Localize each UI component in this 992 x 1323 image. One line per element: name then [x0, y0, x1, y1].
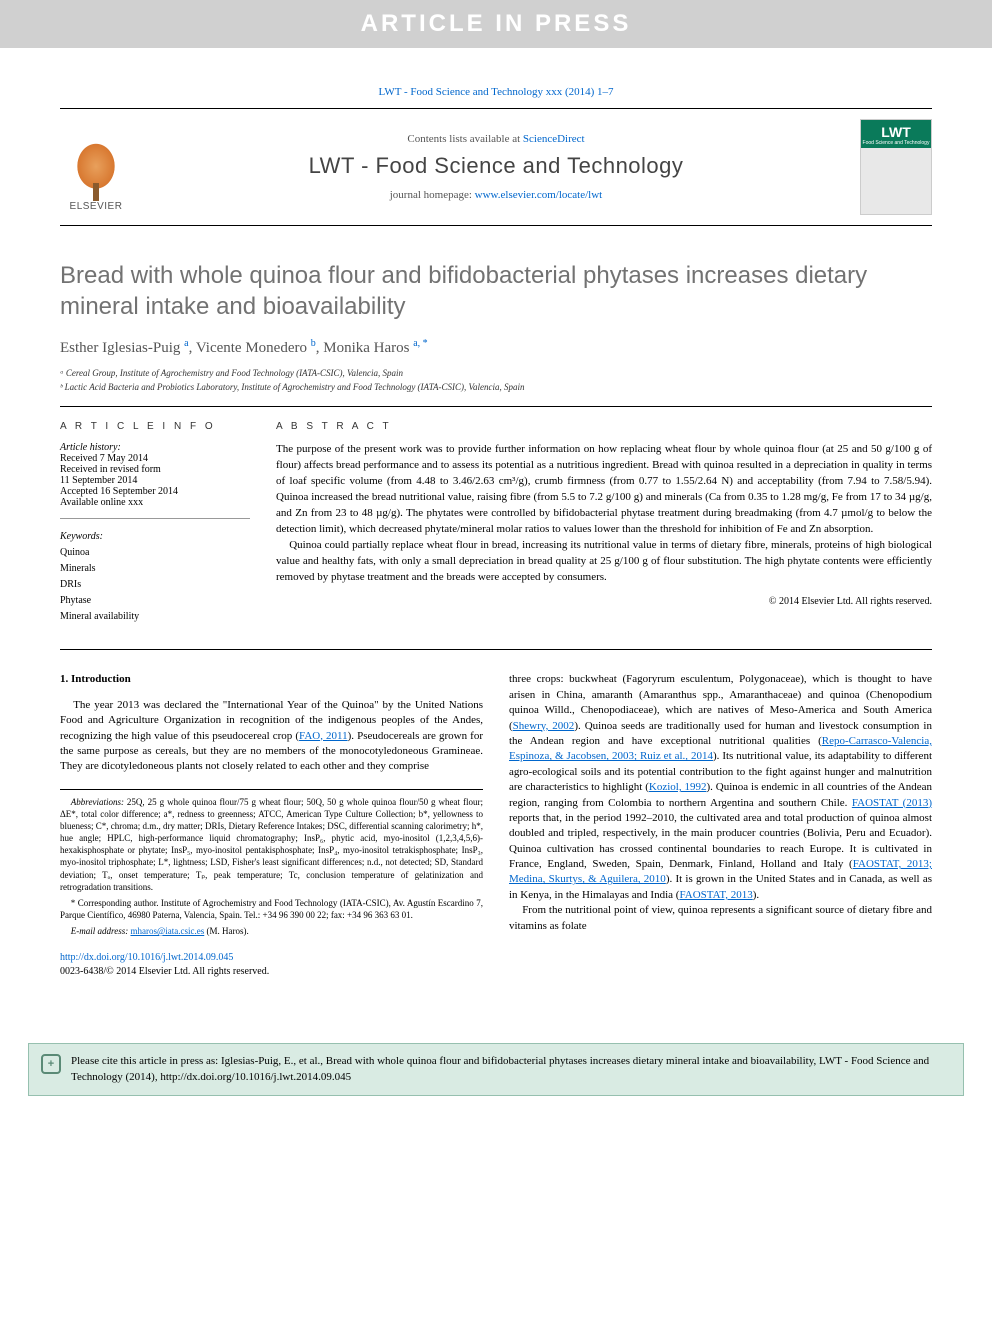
- keyword: Phytase: [60, 593, 250, 609]
- article-in-press-banner: ARTICLE IN PRESS: [0, 0, 992, 48]
- article-history: Article history: Received 7 May 2014 Rec…: [60, 442, 250, 519]
- citation-plus-icon: +: [41, 1054, 61, 1074]
- citation-link[interactable]: Shewry, 2002: [513, 720, 575, 732]
- body-left-column: 1. Introduction The year 2013 was declar…: [60, 672, 483, 979]
- online-date: Available online xxx: [60, 497, 250, 508]
- article-info-heading: A R T I C L E I N F O: [60, 421, 250, 432]
- journal-header: ELSEVIER Contents lists available at Sci…: [60, 108, 932, 226]
- keyword: Mineral availability: [60, 609, 250, 625]
- body-paragraph: From the nutritional point of view, quin…: [509, 903, 932, 934]
- affiliation-a: ᵃ Cereal Group, Institute of Agrochemist…: [60, 367, 932, 381]
- homepage-prefix: journal homepage:: [390, 189, 475, 201]
- divider: [60, 406, 932, 407]
- email-suffix: (M. Haros).: [204, 926, 249, 936]
- keyword: Minerals: [60, 561, 250, 577]
- contents-available-line: Contents lists available at ScienceDirec…: [146, 133, 846, 145]
- body-paragraph: The year 2013 was declared the "Internat…: [60, 698, 483, 775]
- keyword: DRIs: [60, 577, 250, 593]
- elsevier-logo: ELSEVIER: [60, 122, 132, 212]
- homepage-line: journal homepage: www.elsevier.com/locat…: [146, 189, 846, 201]
- abbrev-label: Abbreviations:: [71, 797, 124, 807]
- affiliation-b: ᵇ Lactic Acid Bacteria and Probiotics La…: [60, 381, 932, 395]
- header-center: Contents lists available at ScienceDirec…: [146, 133, 846, 201]
- section-title: Introduction: [71, 673, 131, 685]
- sciencedirect-link[interactable]: ScienceDirect: [523, 133, 585, 145]
- info-abstract-row: A R T I C L E I N F O Article history: R…: [60, 421, 932, 625]
- citation-text: Please cite this article in press as: Ig…: [71, 1054, 951, 1085]
- homepage-link[interactable]: www.elsevier.com/locate/lwt: [475, 189, 603, 201]
- author-1-affil-link[interactable]: a: [184, 338, 188, 349]
- abbreviations-footnote: Abbreviations: 25Q, 25 g whole quinoa fl…: [60, 796, 483, 893]
- cover-subtitle: Food Science and Technology: [863, 140, 930, 146]
- citation-link[interactable]: FAO, 2011: [299, 730, 348, 742]
- body-columns: 1. Introduction The year 2013 was declar…: [60, 672, 932, 979]
- authors-line: Esther Iglesias-Puig a, Vicente Monedero…: [60, 338, 932, 357]
- email-label: E-mail address:: [71, 926, 131, 936]
- revised-line2: 11 September 2014: [60, 475, 250, 486]
- received-date: Received 7 May 2014: [60, 453, 250, 464]
- contents-prefix: Contents lists available at: [407, 133, 522, 145]
- elsevier-tree-icon: [67, 143, 125, 201]
- article-title: Bread with whole quinoa flour and bifido…: [60, 260, 932, 322]
- citation-link[interactable]: Koziol, 1992: [649, 781, 707, 793]
- journal-cover-thumbnail: LWT Food Science and Technology: [860, 119, 932, 215]
- article-info-column: A R T I C L E I N F O Article history: R…: [60, 421, 250, 625]
- doi-link[interactable]: http://dx.doi.org/10.1016/j.lwt.2014.09.…: [60, 952, 233, 963]
- body-right-column: three crops: buckwheat (Fagoryrum escule…: [509, 672, 932, 979]
- email-footnote: E-mail address: mharos@iata.csic.es (M. …: [60, 925, 483, 937]
- author-3-affil-link[interactable]: a, *: [413, 338, 427, 349]
- issn-copyright: 0023-6438/© 2014 Elsevier Ltd. All right…: [60, 965, 483, 979]
- history-label: Article history:: [60, 442, 250, 453]
- keyword: Quinoa: [60, 545, 250, 561]
- divider: [60, 649, 932, 650]
- citation-link[interactable]: FAOSTAT (2013): [852, 797, 932, 809]
- page-content: LWT - Food Science and Technology xxx (2…: [0, 48, 992, 1019]
- revised-line1: Received in revised form: [60, 464, 250, 475]
- section-heading: 1. Introduction: [60, 672, 483, 687]
- accepted-date: Accepted 16 September 2014: [60, 486, 250, 497]
- citation-box: + Please cite this article in press as: …: [28, 1043, 964, 1096]
- abstract-column: A B S T R A C T The purpose of the prese…: [276, 421, 932, 625]
- abstract-p2: Quinoa could partially replace wheat flo…: [276, 538, 932, 586]
- journal-reference-line: LWT - Food Science and Technology xxx (2…: [60, 86, 932, 98]
- abstract-p1: The purpose of the present work was to p…: [276, 442, 932, 538]
- keywords-block: Keywords: Quinoa Minerals DRIs Phytase M…: [60, 529, 250, 625]
- author-1: Esther Iglesias-Puig: [60, 340, 180, 356]
- corresponding-author-footnote: * Corresponding author. Institute of Agr…: [60, 897, 483, 921]
- section-number: 1.: [60, 673, 68, 685]
- abstract-text: The purpose of the present work was to p…: [276, 442, 932, 585]
- publisher-name: ELSEVIER: [70, 201, 123, 212]
- author-3: Monika Haros: [323, 340, 409, 356]
- text-run: ).: [753, 889, 759, 901]
- email-link[interactable]: mharos@iata.csic.es: [130, 926, 204, 936]
- author-2: Vicente Monedero: [196, 340, 307, 356]
- abstract-copyright: © 2014 Elsevier Ltd. All rights reserved…: [276, 596, 932, 607]
- abbrev-text: 25Q, 25 g whole quinoa flour/75 g wheat …: [60, 797, 483, 892]
- footnotes-block: Abbreviations: 25Q, 25 g whole quinoa fl…: [60, 789, 483, 938]
- affiliations: ᵃ Cereal Group, Institute of Agrochemist…: [60, 367, 932, 394]
- doi-block: http://dx.doi.org/10.1016/j.lwt.2014.09.…: [60, 951, 483, 979]
- author-2-affil-link[interactable]: b: [311, 338, 316, 349]
- cover-label: LWT: [881, 124, 911, 140]
- citation-link[interactable]: FAOSTAT, 2013: [679, 889, 752, 901]
- keywords-label: Keywords:: [60, 529, 250, 545]
- body-paragraph: three crops: buckwheat (Fagoryrum escule…: [509, 672, 932, 903]
- corr-label: * Corresponding author.: [71, 898, 159, 908]
- abstract-heading: A B S T R A C T: [276, 421, 932, 432]
- journal-title: LWT - Food Science and Technology: [146, 153, 846, 179]
